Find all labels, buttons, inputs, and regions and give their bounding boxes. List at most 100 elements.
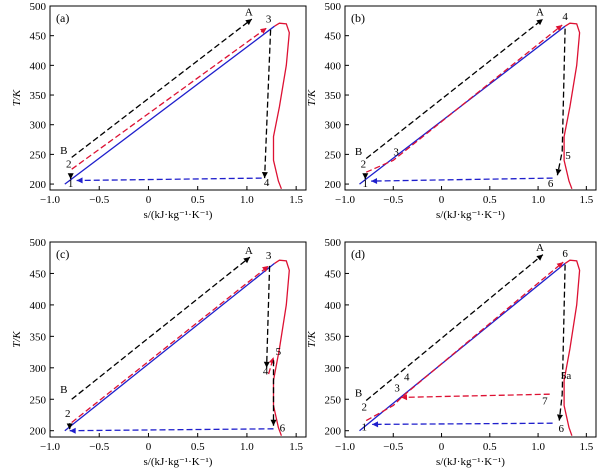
point-label: A	[245, 245, 253, 257]
series-line	[563, 259, 581, 436]
x-tick-label: 1.0	[240, 194, 254, 206]
series-line	[71, 265, 270, 424]
y-tick-label: 200	[30, 426, 47, 438]
point-label: B	[355, 388, 362, 400]
point-label: 2	[66, 158, 72, 170]
plot-frame	[49, 5, 307, 191]
point-label: A	[245, 6, 253, 18]
arrow-head	[270, 419, 277, 426]
point-label: 3	[393, 147, 399, 159]
x-tick-label: 1.0	[531, 194, 545, 206]
y-tick-label: 350	[30, 331, 47, 343]
y-tick-label: 450	[325, 31, 342, 43]
series-line	[265, 265, 271, 368]
x-tick-label: 0	[439, 441, 445, 453]
series-line	[365, 24, 563, 173]
point-label: 5	[565, 150, 571, 162]
y-tick-label: 350	[30, 90, 47, 102]
point-label: A	[536, 242, 544, 254]
y-tick-label: 400	[30, 60, 47, 72]
y-tick-label: 500	[30, 237, 47, 249]
point-label: 6	[562, 248, 568, 260]
x-tick-label: 0.5	[191, 194, 205, 206]
x-tick-label: 0.5	[483, 194, 497, 206]
point-label: A	[536, 6, 544, 18]
x-tick-label: −1.0	[40, 194, 60, 206]
arrow-head	[66, 423, 73, 430]
x-tick-label: 1.5	[579, 441, 593, 453]
y-tick-label: 400	[30, 300, 47, 312]
y-tick-label: 300	[325, 363, 342, 375]
x-tick-label: −1.0	[40, 441, 60, 453]
x-tick-label: −0.5	[383, 441, 403, 453]
point-label: B	[60, 384, 67, 396]
x-tick-label: 0	[146, 194, 152, 206]
arrow-head	[69, 427, 76, 434]
x-tick-label: 0.5	[191, 441, 205, 453]
series-line	[272, 259, 290, 436]
x-tick-label: −1.0	[335, 194, 355, 206]
arrow-head	[261, 172, 268, 179]
series-line	[556, 28, 566, 176]
y-tick-label: 300	[30, 363, 47, 375]
arrow-head	[401, 394, 408, 401]
point-label: 3	[266, 250, 272, 262]
series-line	[71, 18, 253, 158]
arrow-head	[67, 173, 74, 180]
chart-panel-3: −1.0 −0.5 0 0.5 1.0 1.5 200 250 300 350 400 450 500 s…	[306, 237, 597, 468]
y-tick-label: 500	[325, 1, 342, 13]
x-tick-label: 0.5	[483, 441, 497, 453]
y-tick-label: 400	[325, 60, 342, 72]
x-tick-label: −1.0	[335, 441, 355, 453]
panel-label: (a)	[56, 11, 69, 25]
point-label: 4	[264, 177, 270, 189]
y-tick-label: 250	[325, 149, 342, 161]
series-line	[400, 393, 550, 399]
series-line	[365, 254, 544, 402]
x-tick-label: −0.5	[383, 194, 403, 206]
arrow-head	[245, 19, 252, 26]
arrow-head	[260, 28, 267, 34]
plot-frame	[344, 241, 597, 438]
x-tick-label: −0.5	[89, 441, 109, 453]
y-tick-label: 500	[325, 237, 342, 249]
plot-frame	[344, 5, 597, 191]
series-line	[371, 177, 553, 182]
series-line	[69, 428, 274, 432]
y-tick-label: 450	[325, 268, 342, 280]
x-axis-label: s/(kJ·kg⁻¹·K⁻¹)	[144, 456, 213, 468]
arrow-head	[362, 173, 369, 180]
x-tick-label: 1.0	[240, 441, 254, 453]
point-label: 6	[548, 178, 554, 190]
x-tick-label: −0.5	[89, 194, 109, 206]
series-line	[558, 264, 566, 421]
arrow-head	[243, 257, 250, 264]
point-label: 4	[263, 366, 269, 378]
point-label: 6	[280, 422, 286, 434]
y-tick-label: 300	[325, 120, 342, 132]
y-tick-label: 350	[325, 90, 342, 102]
point-label: B	[355, 146, 362, 158]
y-tick-label: 300	[30, 120, 47, 132]
point-label: 3	[394, 383, 400, 395]
chart-panel-1: −1.0 −0.5 0 0.5 1.0 1.5 200 250 300 350 400 450 500 s…	[306, 1, 597, 221]
y-axis-label: T/K	[11, 331, 23, 348]
y-tick-label: 500	[30, 1, 47, 13]
point-label: 5a	[561, 370, 572, 382]
arrow-head	[556, 262, 564, 269]
arrow-head	[262, 265, 269, 272]
plot-frame	[49, 241, 307, 438]
x-tick-label: 1.0	[531, 441, 545, 453]
x-axis-label: s/(kJ·kg⁻¹·K⁻¹)	[144, 209, 213, 221]
series-line	[71, 256, 251, 400]
y-tick-label: 350	[325, 331, 342, 343]
y-tick-label: 250	[30, 394, 47, 406]
point-label: 1	[68, 178, 74, 190]
series-line	[76, 177, 262, 182]
point-label: 2	[65, 408, 71, 420]
y-tick-label: 200	[325, 179, 342, 191]
y-axis-label: T/K	[306, 89, 318, 106]
x-tick-label: 0	[439, 194, 445, 206]
arrow-head	[372, 421, 379, 428]
